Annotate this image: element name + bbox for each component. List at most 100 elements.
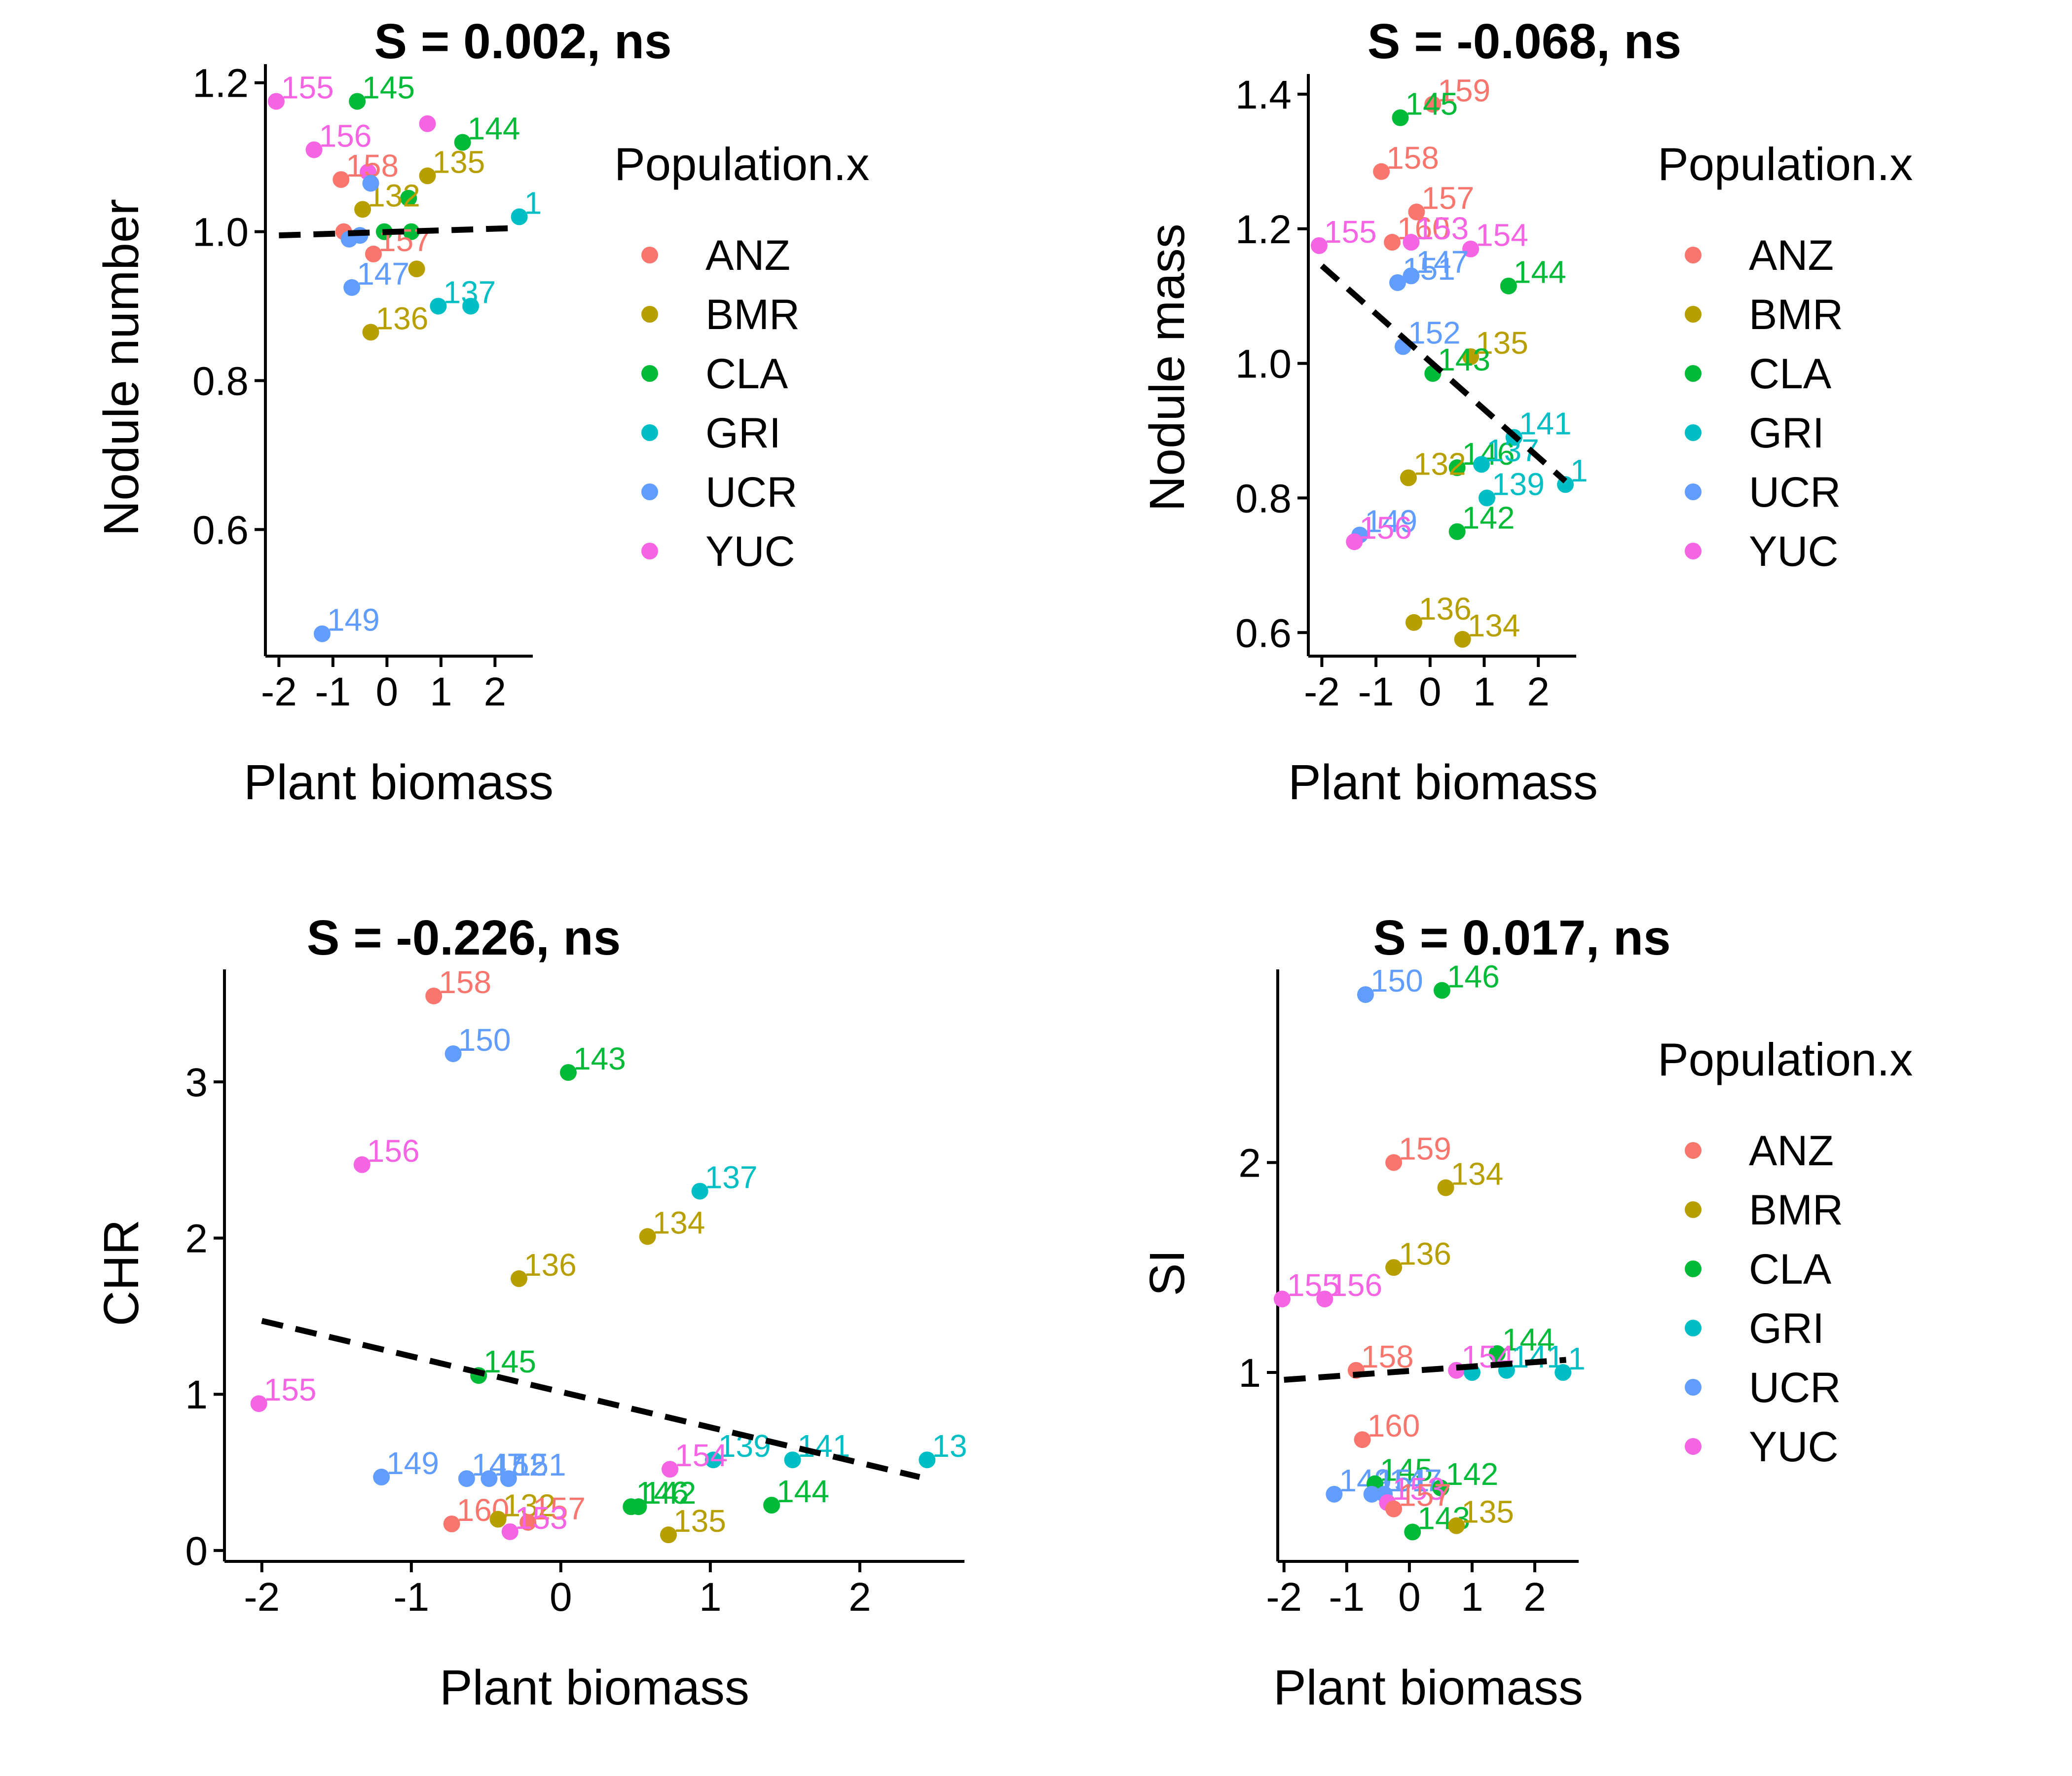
data-point	[481, 1470, 498, 1487]
legend-swatch	[1685, 247, 1702, 263]
data-point	[353, 1156, 370, 1173]
point-label: 159	[1399, 1131, 1451, 1166]
point-label: 149	[1365, 503, 1417, 539]
point-label: 157	[1399, 1478, 1451, 1513]
data-point	[1354, 1431, 1371, 1448]
legend-label: UCR	[705, 469, 797, 516]
point-label: 149	[327, 602, 380, 638]
data-point	[373, 1469, 390, 1486]
panel-title: S = -0.068, ns	[1368, 14, 1681, 69]
legend-swatch	[1685, 1320, 1702, 1336]
data-point	[1462, 348, 1480, 365]
data-point	[763, 1497, 780, 1514]
y-axis-label: Nodule mass	[1140, 223, 1195, 512]
y-tick-label: 1	[1238, 1351, 1261, 1396]
trend-line	[279, 225, 519, 239]
legend-swatch	[641, 306, 658, 323]
data-point	[343, 279, 361, 296]
data-point	[1273, 1291, 1291, 1308]
point-label: 155	[1324, 214, 1377, 250]
point-label: 135	[432, 144, 485, 180]
legend-label: YUC	[1749, 528, 1839, 575]
point-label: 155	[264, 1372, 317, 1407]
data-point	[349, 93, 366, 110]
legend-label: BMR	[705, 291, 800, 338]
y-tick-label: 1	[185, 1372, 208, 1417]
data-point	[660, 1526, 677, 1544]
point-label: 149	[386, 1445, 439, 1481]
point-label: 156	[1330, 1267, 1382, 1303]
x-tick-label: -2	[261, 669, 297, 714]
trend-line	[1284, 1357, 1567, 1383]
point-label: 13	[932, 1428, 967, 1464]
point-label: 135	[1476, 325, 1528, 361]
data-point	[1500, 277, 1517, 295]
x-tick-label: 1	[1473, 669, 1496, 714]
legend-label: BMR	[1749, 291, 1843, 338]
data-point	[1554, 1364, 1572, 1381]
data-point	[639, 1228, 656, 1245]
x-axis-label: Plant biomass	[244, 755, 554, 810]
legend: Population.x ANZ BMR CLA GRI UCR YUC	[1658, 138, 1913, 575]
y-axis-label: Nodule number	[94, 199, 149, 536]
legend-swatch	[1685, 543, 1702, 559]
point-label: 132	[1413, 446, 1466, 481]
point-label: 152	[1408, 315, 1461, 350]
point-label: 142	[643, 1475, 696, 1511]
data-point	[1448, 459, 1466, 477]
legend-label: CLA	[1749, 350, 1832, 398]
data-point	[430, 297, 447, 315]
data-point	[1400, 469, 1417, 486]
trend-line	[261, 1318, 921, 1480]
data-point	[454, 134, 471, 151]
x-tick-label: 1	[1461, 1575, 1483, 1620]
legend-swatch	[1685, 1379, 1702, 1396]
point-label: 145	[1380, 1452, 1433, 1488]
legend-title: Population.x	[1658, 1034, 1913, 1085]
data-point	[662, 1461, 679, 1478]
legend-label: CLA	[705, 350, 788, 398]
point-label: 158	[1386, 140, 1439, 176]
point-label: 136	[1419, 591, 1472, 627]
data-point	[443, 1516, 460, 1533]
x-tick-label: -1	[393, 1575, 429, 1620]
data-point	[1326, 1485, 1343, 1503]
data-point	[403, 223, 420, 240]
x-tick-label: -2	[1266, 1575, 1302, 1620]
point-label: 156	[367, 1133, 420, 1169]
data-point	[305, 141, 323, 158]
legend-label: UCR	[1749, 1364, 1841, 1411]
legend-label: CLA	[1749, 1246, 1832, 1293]
data-point	[630, 1498, 647, 1516]
scatter-panel-chr: S = -0.226, ns -2 -1 0 1 2 0 1 2 3 158 150 143 156 13…	[94, 910, 967, 1715]
point-label: 150	[458, 1022, 511, 1058]
x-tick-label: 1	[430, 669, 452, 714]
point-label: 156	[319, 118, 372, 154]
x-tick-label: 2	[1527, 669, 1550, 714]
point-label: 145	[483, 1344, 536, 1379]
data-point	[1373, 163, 1390, 180]
legend-swatch	[641, 365, 658, 382]
data-point	[365, 245, 382, 262]
point-label: 150	[1370, 963, 1423, 999]
legend-label: BMR	[1749, 1186, 1843, 1234]
legend-label: GRI	[1749, 409, 1824, 457]
data-point	[559, 1064, 577, 1081]
y-tick-label: 0.8	[192, 359, 249, 404]
y-tick-label: 0.6	[192, 508, 249, 553]
point-label: 136	[376, 300, 429, 336]
point-label: 142	[1445, 1456, 1498, 1492]
legend-label: ANZ	[705, 232, 790, 279]
point-label: 1	[1570, 453, 1588, 488]
point-label: 160	[1368, 1408, 1420, 1443]
data-point	[1316, 1291, 1333, 1308]
point-label: 154	[1476, 218, 1528, 253]
y-tick-label: 1.4	[1235, 73, 1292, 117]
data-point	[1408, 203, 1425, 221]
point-label: 134	[1451, 1156, 1504, 1192]
x-axis-label: Plant biomass	[440, 1660, 749, 1715]
y-tick-label: 0.8	[1235, 476, 1292, 521]
point-label: 146	[1447, 959, 1500, 995]
point-label: 151	[514, 1447, 566, 1482]
